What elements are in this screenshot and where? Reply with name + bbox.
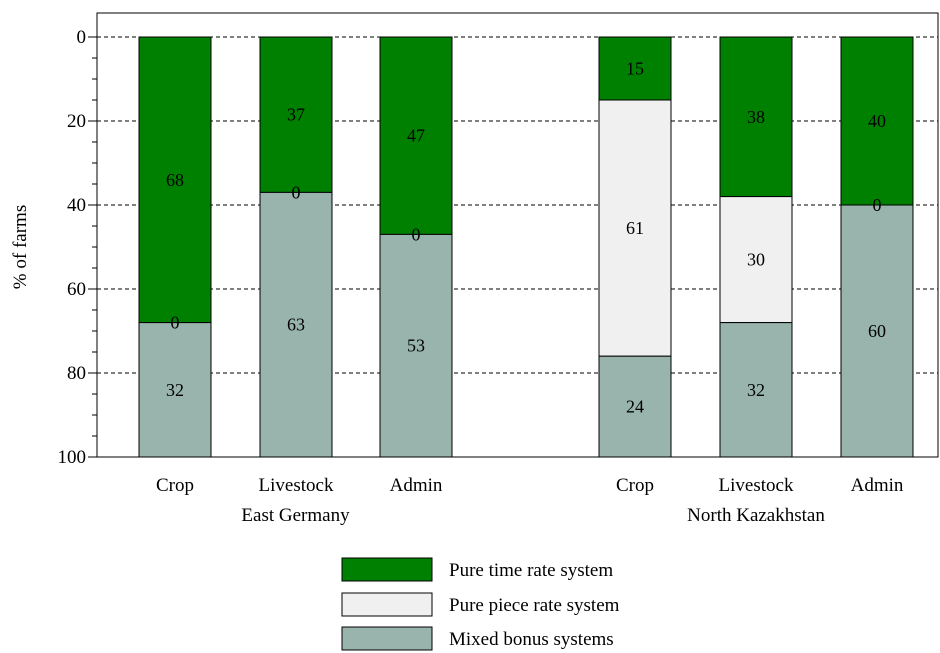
- data-label: 30: [747, 250, 765, 270]
- plot-frame: [96, 12, 939, 458]
- legend-label: Pure time rate system: [449, 560, 613, 581]
- data-label: 63: [287, 315, 305, 335]
- y-tick-label: 20: [67, 111, 86, 132]
- category-label: Crop: [156, 475, 194, 496]
- data-label: 0: [292, 182, 301, 202]
- group-label: East Germany: [241, 505, 350, 526]
- y-tick-label: 80: [67, 363, 86, 384]
- data-label: 0: [171, 313, 180, 333]
- legend-label: Pure piece rate system: [449, 595, 620, 616]
- category-label: Livestock: [719, 475, 794, 496]
- category-label: Admin: [390, 475, 443, 496]
- data-label: 37: [287, 105, 305, 125]
- y-tick-label: 60: [67, 279, 86, 300]
- data-label: 38: [747, 107, 765, 127]
- bar-segment: [379, 36, 453, 235]
- data-label: 0: [873, 195, 882, 215]
- category-label: Livestock: [259, 475, 334, 496]
- data-label: 60: [868, 321, 886, 341]
- bar-segment: [598, 355, 672, 458]
- legend-label: Mixed bonus systems: [449, 629, 614, 650]
- group-label: North Kazakhstan: [687, 505, 825, 526]
- y-axis-label: % of farms: [10, 205, 31, 289]
- category-label: Admin: [851, 475, 904, 496]
- bar-segment: [719, 322, 793, 458]
- data-label: 68: [166, 170, 184, 190]
- data-label: 32: [747, 380, 765, 400]
- data-label: 53: [407, 336, 425, 356]
- bar-segment: [598, 99, 672, 357]
- data-label: 61: [626, 218, 644, 238]
- category-label: Crop: [616, 475, 654, 496]
- data-label: 32: [166, 380, 184, 400]
- y-tick-label: 100: [58, 447, 87, 468]
- data-label: 40: [868, 111, 886, 131]
- legend-swatch: [341, 592, 433, 617]
- data-label: 24: [626, 397, 644, 417]
- bar-segment: [138, 36, 212, 324]
- y-tick-label: 40: [67, 195, 86, 216]
- bar-segment: [840, 204, 914, 458]
- bar-segment: [840, 36, 914, 206]
- bar-segment: [719, 196, 793, 324]
- bar-segment: [719, 36, 793, 198]
- y-tick-label: 0: [77, 27, 87, 48]
- legend-swatch: [341, 557, 433, 582]
- data-label: 47: [407, 126, 425, 146]
- bar-segment: [598, 36, 672, 101]
- bar-segment: [259, 36, 333, 193]
- data-label: 0: [412, 224, 421, 244]
- bar-segment: [259, 191, 333, 458]
- bar-segment: [379, 233, 453, 458]
- legend-swatch: [341, 626, 433, 651]
- data-label: 15: [626, 59, 644, 79]
